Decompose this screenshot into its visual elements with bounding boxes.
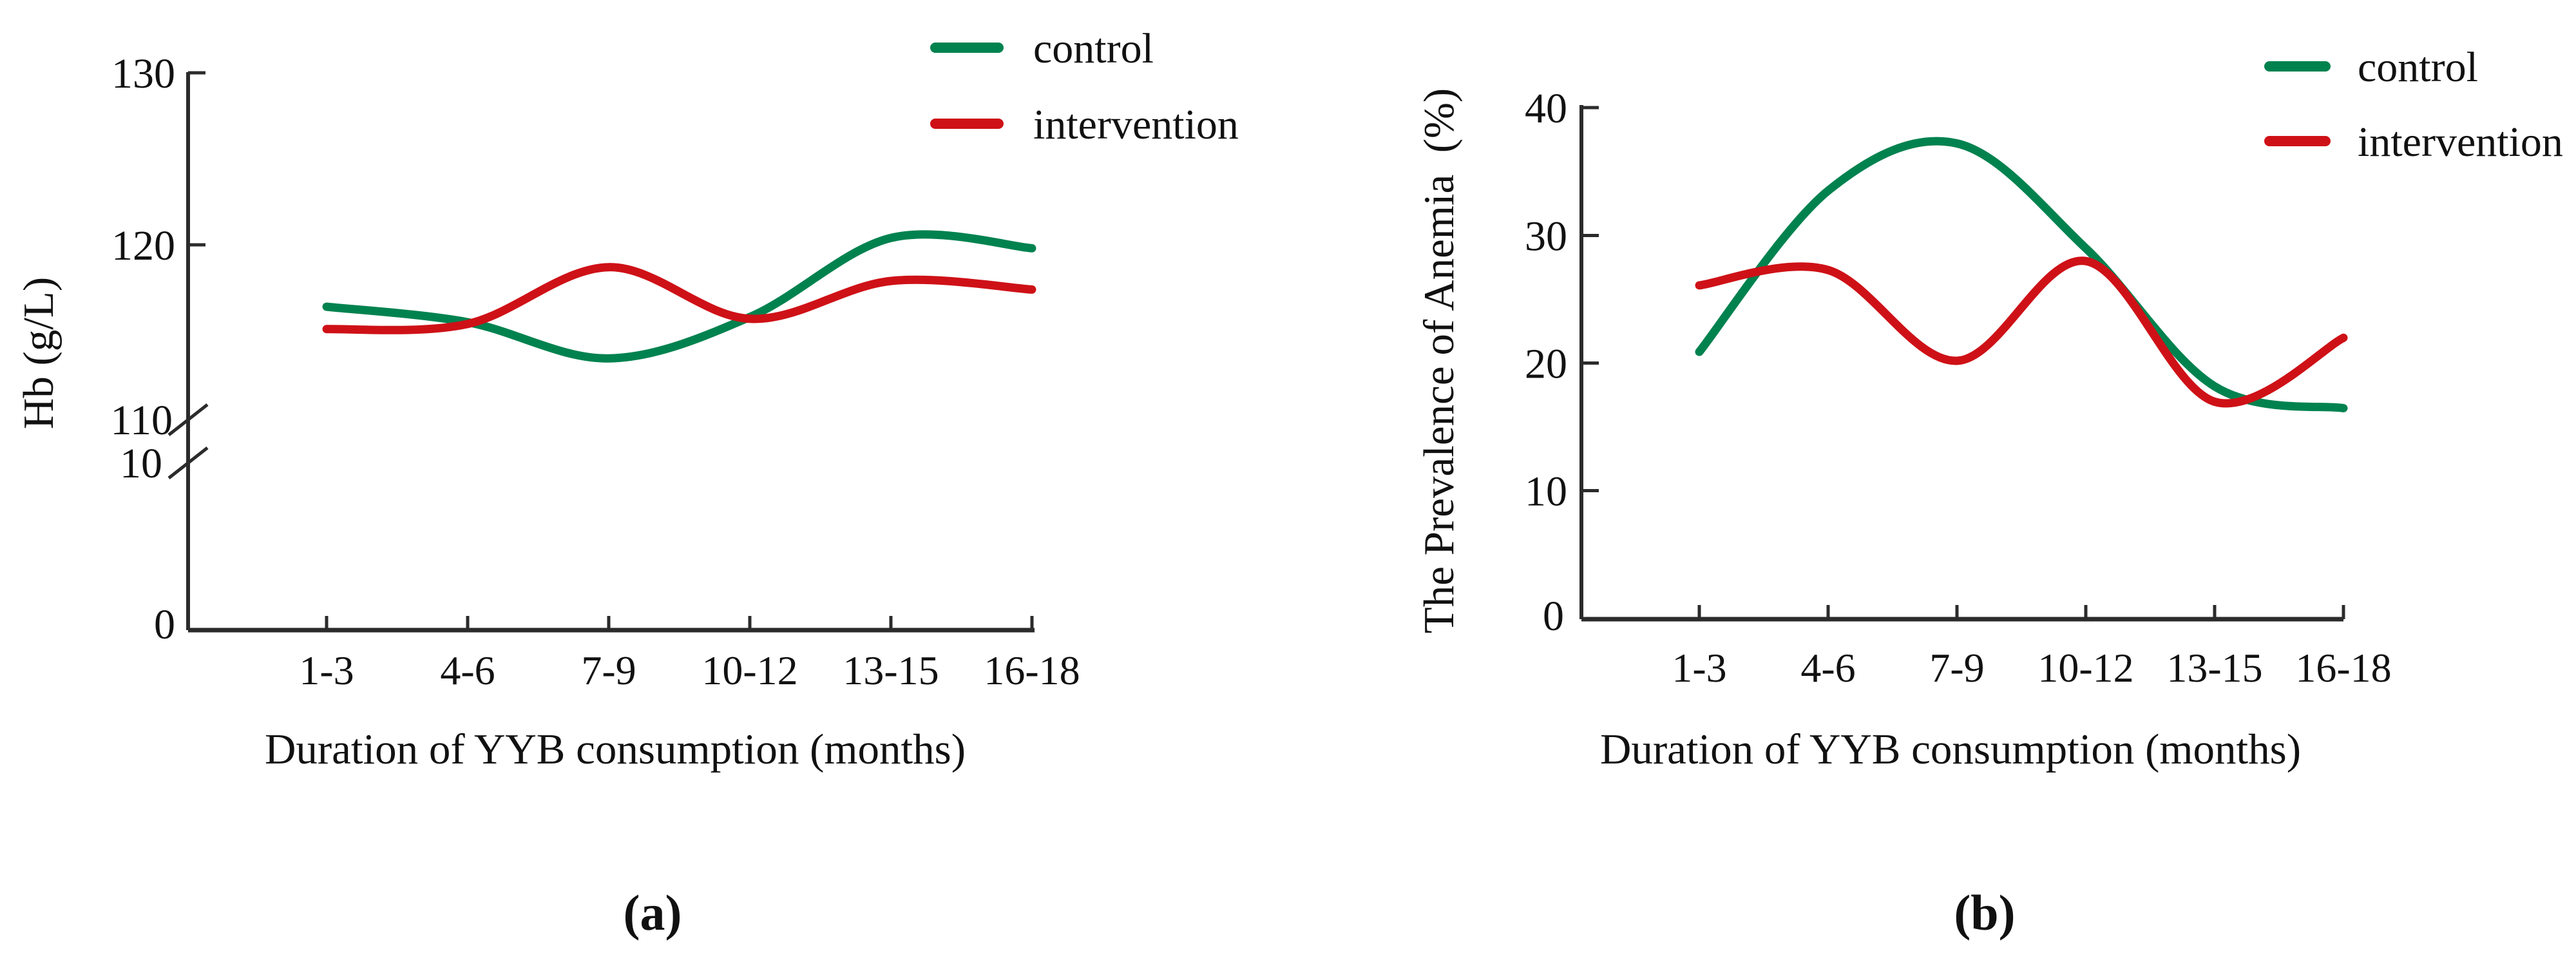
panel-b-caption: (b) <box>1954 885 2016 941</box>
x-tick-label: 7-9 <box>581 648 636 693</box>
x-tick-label: 16-18 <box>2295 645 2391 691</box>
x-axis-title: Duration of YYB consumption (months) <box>1600 725 2301 773</box>
x-tick-label: 16-18 <box>984 648 1080 693</box>
y-tick-label: 130 <box>111 50 175 97</box>
y-tick-label: 10 <box>1525 468 1567 515</box>
x-tick-label: 4-6 <box>1800 645 1855 691</box>
y-tick-label: 40 <box>1525 85 1567 132</box>
panel-a-caption: (a) <box>623 885 682 941</box>
y-axis-title: The Prevalence of Anemia (%) <box>1415 88 1463 633</box>
series-line-intervention <box>322 263 1036 334</box>
y-tick-label: 0 <box>1543 593 1564 640</box>
x-tick-label: 4-6 <box>440 648 495 693</box>
y-tick-label: 10 <box>120 440 162 487</box>
x-tick-label: 13-15 <box>843 648 939 693</box>
y-tick-label: 0 <box>154 601 175 648</box>
x-tick-label: 1-3 <box>299 648 354 693</box>
legend-label-control: control <box>2358 44 2478 91</box>
y-axis-title: Hb (g/L) <box>15 277 62 429</box>
x-tick-label: 7-9 <box>1929 645 1984 691</box>
y-tick-label: 110 <box>110 397 173 444</box>
series-line-control <box>1695 137 2348 412</box>
y-tick-label: 20 <box>1525 341 1567 388</box>
legend-label-intervention: intervention <box>2358 119 2563 166</box>
x-axis-title: Duration of YYB consumption (months) <box>265 725 966 773</box>
y-axis-break-slash <box>167 446 209 479</box>
series-line-intervention <box>1695 256 2348 408</box>
x-tick-label: 10-12 <box>701 648 797 693</box>
legend-label-intervention: intervention <box>1033 101 1239 148</box>
x-tick-label: 13-15 <box>2166 645 2262 691</box>
y-tick-label: 120 <box>111 222 175 269</box>
panel-b: 40 30 20 10 0 1-3 4-6 7-9 10-12 13-15 16-18 Duratio… <box>1415 44 2563 773</box>
x-tick-label: 1-3 <box>1672 645 1726 691</box>
y-axis-break-slash <box>167 403 209 436</box>
x-tick-label: 10-12 <box>2037 645 2133 691</box>
series-line-control <box>322 230 1036 363</box>
legend-label-control: control <box>1033 25 1154 72</box>
y-tick-label: 30 <box>1525 213 1567 260</box>
